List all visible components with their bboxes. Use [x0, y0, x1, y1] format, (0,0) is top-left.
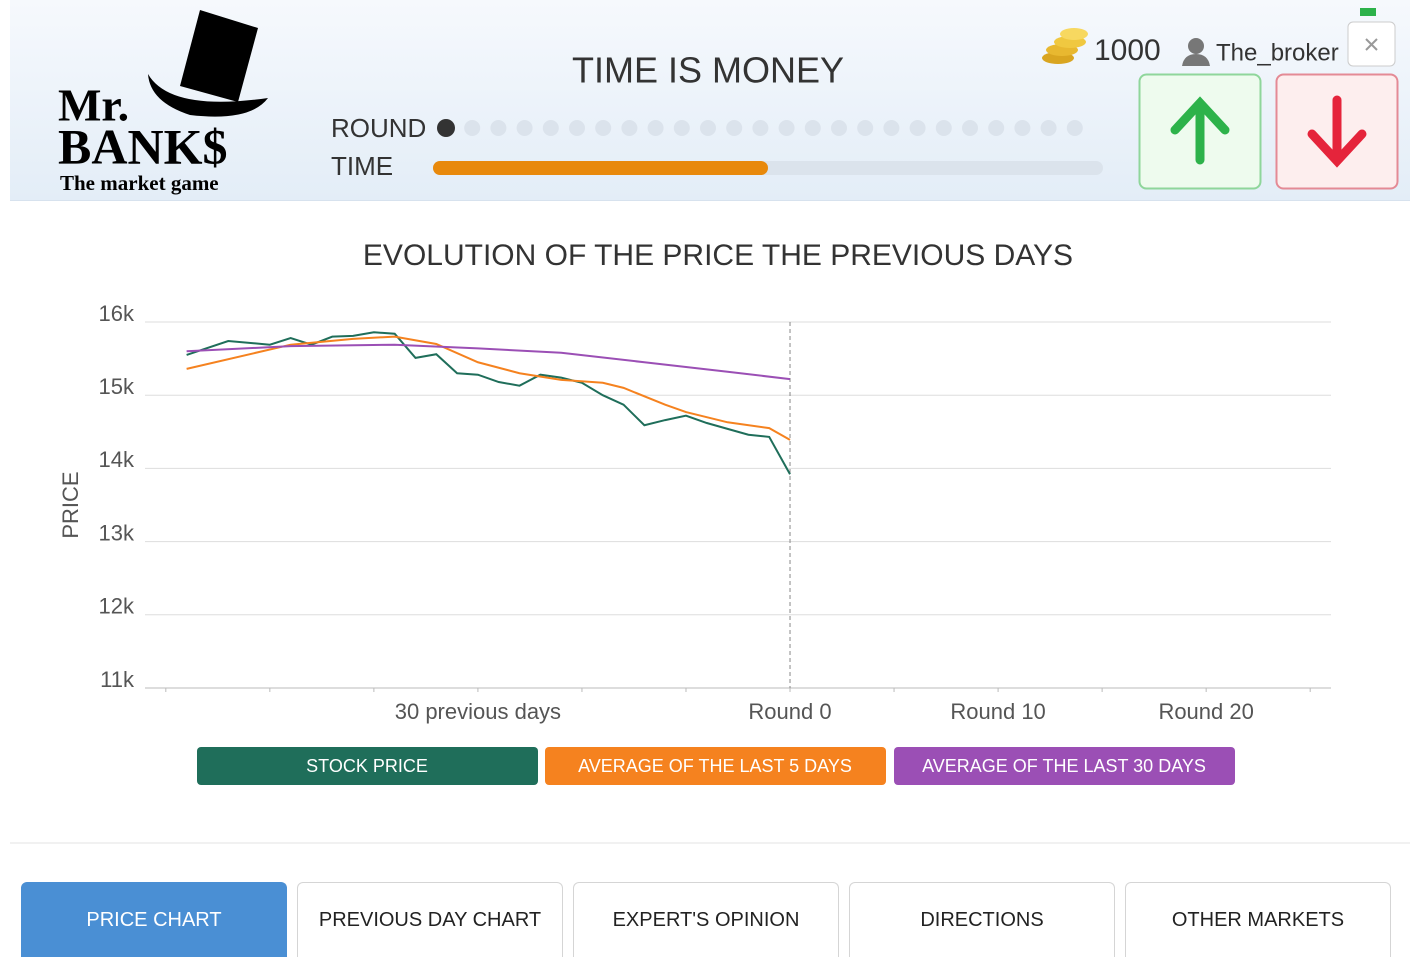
legend-item[interactable]: AVERAGE OF THE LAST 30 DAYS	[894, 747, 1235, 785]
round-dot	[1066, 120, 1083, 136]
tab[interactable]: EXPERT'S OPINION	[573, 882, 839, 957]
x-tick-label: Round 20	[1158, 699, 1253, 724]
legend-item[interactable]: STOCK PRICE	[197, 747, 538, 785]
round-dot	[542, 120, 559, 136]
y-tick-label: 15k	[99, 374, 135, 399]
round-dot	[909, 120, 926, 136]
x-tick-label: Round 0	[748, 699, 831, 724]
y-axis-label: PRICE	[58, 471, 83, 538]
legend-label: AVERAGE OF THE LAST 5 DAYS	[578, 756, 852, 776]
legend-button	[197, 747, 538, 785]
round-dot	[437, 119, 455, 137]
series-line	[186, 331, 791, 475]
legend-button	[545, 747, 886, 785]
coins: 1000	[1094, 34, 1161, 67]
legend-item[interactable]: AVERAGE OF THE LAST 5 DAYS	[545, 747, 886, 785]
time-label: TIME	[331, 151, 393, 181]
status-indicator	[1360, 8, 1376, 16]
round-dots	[437, 119, 1083, 137]
round-dot	[804, 120, 821, 136]
round-dot	[700, 120, 716, 136]
round-dot	[595, 120, 612, 136]
logo-line1: Mr.	[58, 80, 129, 131]
y-tick-label: 14k	[99, 447, 135, 472]
round-dot	[988, 120, 1005, 136]
series-line	[186, 335, 791, 441]
coins-icon	[1042, 28, 1088, 64]
round-dot	[831, 120, 847, 136]
tab[interactable]: PRICE CHART	[21, 882, 287, 957]
round-dot	[1014, 120, 1031, 136]
round-dot	[778, 120, 795, 136]
round-dot	[673, 120, 690, 136]
plot: 16k 15k 14k 13k 12k 11k 30 previous days Round …	[99, 301, 1331, 785]
legend-button	[894, 747, 1235, 785]
round-dot	[883, 120, 900, 136]
x-tick-label: 30 previous days	[395, 699, 561, 724]
game-title: TIME IS MONEY	[572, 50, 844, 91]
round-dot	[935, 120, 952, 136]
round-dot	[857, 120, 874, 136]
y-tick-label: 12k	[99, 594, 135, 619]
down-button[interactable]	[1275, 73, 1399, 190]
series-line	[186, 343, 791, 381]
round-dot	[1040, 120, 1057, 136]
logo-line2: BANK$	[58, 118, 227, 174]
close-button[interactable]	[1347, 21, 1396, 67]
round-dot	[464, 120, 481, 136]
y-tick-label: 11k	[100, 667, 135, 692]
username: The_broker	[1216, 39, 1339, 66]
tab[interactable]: PREVIOUS DAY CHART	[297, 882, 563, 957]
legend-label: AVERAGE OF THE LAST 30 DAYS	[922, 756, 1206, 776]
legend-label: STOCK PRICE	[306, 756, 428, 776]
logo-tagline: The market game	[60, 171, 219, 195]
logo-hat	[148, 10, 268, 117]
chart-title: EVOLUTION OF THE PRICE THE PREVIOUS DAYS	[363, 239, 1073, 272]
round-dot	[752, 120, 769, 136]
up-button[interactable]	[1138, 73, 1262, 190]
round-dot	[726, 120, 743, 136]
round-dot	[621, 120, 638, 136]
time-progress	[433, 161, 768, 175]
round-dot	[962, 120, 978, 136]
chart: EVOLUTION OF THE PRICE THE PREVIOUS DAYS…	[10, 239, 1410, 844]
round-dot	[516, 120, 533, 136]
round-dot	[647, 120, 664, 136]
y-tick-label: 16k	[99, 301, 135, 326]
x-tick-label: Round 10	[950, 699, 1045, 724]
round-dot	[490, 120, 507, 136]
tab[interactable]: OTHER MARKETS	[1125, 882, 1391, 957]
y-tick-label: 13k	[99, 520, 135, 545]
round-dot	[569, 120, 585, 136]
user-icon	[1182, 38, 1210, 66]
round-label: ROUND	[331, 113, 426, 143]
tab[interactable]: DIRECTIONS	[849, 882, 1115, 957]
header-graphics: Mr. BANK$ The market game TIME IS MONEY …	[58, 8, 1399, 195]
